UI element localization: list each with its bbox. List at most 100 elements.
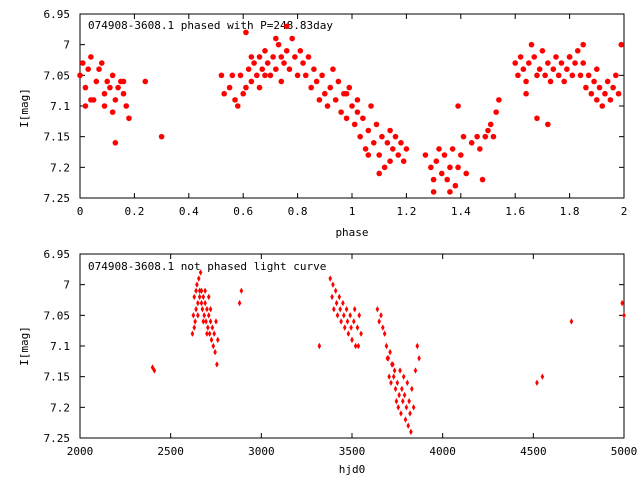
- data-point: [588, 90, 595, 97]
- data-point: [197, 293, 202, 301]
- data-point: [273, 66, 279, 72]
- data-point: [335, 78, 342, 85]
- data-point: [413, 367, 418, 374]
- data-point: [417, 355, 421, 362]
- data-point: [324, 103, 331, 109]
- data-point: [585, 72, 592, 79]
- data-point: [395, 152, 402, 158]
- x-tick-label: 4000: [429, 445, 456, 458]
- x-tick-label: 2: [621, 205, 628, 218]
- data-point: [370, 140, 377, 146]
- data-point: [381, 164, 388, 171]
- data-point: [394, 398, 399, 405]
- data-point: [403, 146, 410, 152]
- data-point: [192, 293, 197, 301]
- x-tick-label: 3500: [339, 445, 366, 458]
- data-point: [213, 348, 217, 356]
- data-point: [496, 97, 502, 103]
- x-tick-label: 0.4: [179, 205, 199, 218]
- data-point: [602, 90, 608, 97]
- data-point: [460, 133, 467, 140]
- data-point: [203, 287, 207, 294]
- data-point: [444, 176, 451, 183]
- data-point: [203, 299, 207, 307]
- data-point: [410, 385, 414, 393]
- data-point: [387, 373, 391, 380]
- data-point: [615, 90, 622, 97]
- data-point: [339, 318, 343, 325]
- data-point: [214, 318, 218, 325]
- data-point: [101, 90, 108, 97]
- data-point: [267, 72, 274, 79]
- data-point: [253, 72, 260, 79]
- data-point: [208, 318, 213, 325]
- x-tick-label: 1.4: [451, 205, 471, 218]
- data-point: [400, 158, 407, 164]
- y-tick-label: 7: [63, 279, 70, 292]
- data-point: [401, 373, 406, 380]
- data-point: [196, 299, 200, 307]
- data-point: [539, 48, 546, 54]
- data-point: [517, 54, 524, 60]
- data-point: [433, 158, 440, 164]
- data-point: [115, 84, 121, 91]
- data-point: [232, 97, 238, 103]
- data-point: [452, 182, 459, 189]
- data-point: [392, 367, 397, 374]
- data-point: [564, 66, 570, 72]
- data-point: [345, 318, 350, 325]
- data-point: [205, 330, 209, 337]
- data-point: [455, 103, 461, 109]
- data-point: [202, 312, 207, 319]
- data-point: [352, 306, 357, 313]
- data-point: [400, 385, 404, 393]
- data-point: [534, 115, 540, 122]
- data-point: [191, 312, 196, 319]
- data-point: [332, 306, 336, 313]
- data-point: [379, 312, 383, 319]
- data-point: [328, 275, 333, 282]
- data-point: [392, 133, 399, 140]
- data-point: [604, 78, 611, 85]
- data-point: [240, 90, 246, 97]
- data-point: [308, 84, 315, 91]
- data-point: [526, 60, 532, 66]
- data-point: [79, 60, 86, 66]
- data-point: [270, 54, 276, 60]
- data-point: [237, 299, 242, 307]
- x-axis-label: phase: [335, 226, 368, 239]
- x-tick-label: 1.8: [560, 205, 580, 218]
- data-point: [292, 54, 298, 60]
- data-point: [610, 84, 616, 91]
- y-tick-label: 7.25: [44, 192, 71, 205]
- data-point: [331, 281, 335, 288]
- data-point: [599, 103, 606, 109]
- data-point: [447, 189, 453, 195]
- data-point: [555, 72, 562, 79]
- data-point: [620, 299, 624, 307]
- data-point: [204, 318, 208, 325]
- data-point: [333, 287, 338, 294]
- data-point: [474, 133, 480, 140]
- data-point: [262, 72, 268, 79]
- y-tick-label: 7.1: [50, 340, 70, 353]
- data-point: [618, 41, 625, 48]
- data-point: [245, 66, 252, 72]
- data-point: [283, 23, 290, 30]
- data-point: [577, 72, 584, 79]
- data-point: [212, 330, 216, 337]
- x-tick-label: 0.8: [288, 205, 308, 218]
- data-point: [273, 35, 279, 42]
- data-point: [390, 146, 396, 152]
- data-point: [391, 373, 396, 380]
- data-point: [377, 318, 381, 325]
- data-point: [88, 54, 94, 60]
- data-point: [382, 330, 387, 337]
- y-tick-label: 7.25: [44, 432, 71, 445]
- data-point: [436, 146, 442, 152]
- data-point: [158, 133, 165, 140]
- data-point: [354, 97, 361, 103]
- data-point: [561, 78, 567, 85]
- data-point: [381, 324, 385, 331]
- data-point: [120, 78, 127, 85]
